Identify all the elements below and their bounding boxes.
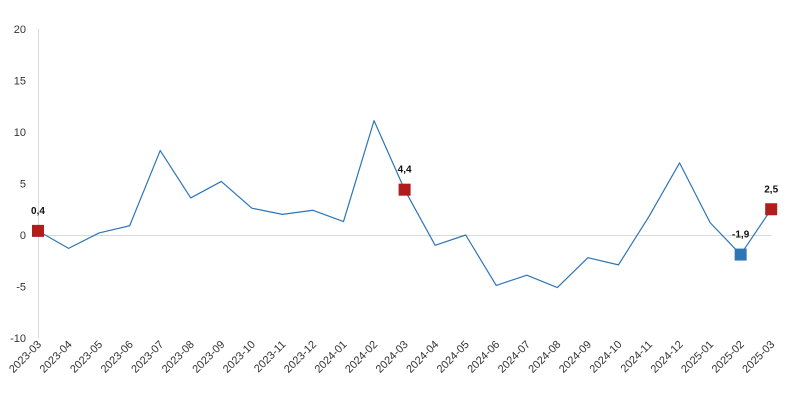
y-axis: -10 -5 0 5 10 15 20 (10, 24, 39, 345)
y-tick-label: 20 (14, 24, 26, 36)
x-tick-label: 2024-09 (557, 339, 594, 376)
highlight-marker (734, 248, 747, 261)
data-point (587, 257, 589, 259)
x-tick-label: 2024-11 (619, 339, 655, 375)
x-tick-label: 2025-02 (710, 339, 747, 376)
data-point (373, 120, 375, 122)
x-tick-label: 2024-12 (649, 339, 686, 376)
x-axis-tick-labels: 2023-032023-042023-052023-062023-072023-… (7, 339, 777, 376)
highlight-marker (765, 203, 778, 216)
data-point (190, 197, 192, 199)
data-point (495, 284, 497, 286)
y-tick-label: 10 (14, 127, 26, 139)
highlight-markers: 0,4 4,4 -1,9 2,5 (31, 165, 779, 261)
data-point (129, 225, 131, 227)
data-point (709, 222, 711, 224)
data-point (434, 244, 436, 246)
data-label: 0,4 (31, 206, 45, 217)
x-tick-label: 2023-10 (221, 339, 258, 376)
y-tick-label: 0 (20, 230, 26, 242)
y-tick-label: 15 (14, 76, 26, 88)
x-tick-label: 2023-11 (252, 339, 288, 375)
series-layer (37, 120, 772, 289)
x-tick-label: 2025-01 (679, 339, 716, 376)
data-point (343, 221, 345, 223)
x-tick-label: 2024-10 (588, 339, 625, 376)
data-point (159, 150, 161, 152)
x-tick-label: 2023-09 (190, 339, 227, 376)
x-tick-label: 2023-08 (160, 339, 197, 376)
data-point (312, 209, 314, 211)
y-tick-label: -10 (10, 333, 26, 345)
y-tick-label: -5 (16, 282, 26, 294)
data-point (68, 247, 70, 249)
data-point (617, 264, 619, 266)
data-label: 2,5 (764, 184, 778, 195)
x-tick-label: 2023-05 (68, 339, 105, 376)
highlight-marker (398, 183, 411, 196)
data-point (679, 162, 681, 164)
x-tick-label: 2023-07 (129, 339, 166, 376)
x-tick-label: 2024-04 (404, 339, 441, 376)
data-point (98, 232, 100, 234)
y-tick-label: 5 (20, 179, 26, 191)
data-label: -1,9 (732, 230, 750, 241)
x-tick-label: 2024-06 (465, 339, 502, 376)
x-tick-label: 2024-08 (526, 339, 563, 376)
x-tick-label: 2023-12 (282, 339, 319, 376)
data-point (526, 274, 528, 276)
data-point (648, 215, 650, 217)
x-tick-label: 2023-04 (38, 339, 75, 376)
x-tick-label: 2024-01 (313, 339, 350, 376)
data-point (281, 213, 283, 215)
x-tick-label: 2024-07 (496, 339, 533, 376)
x-tick-label: 2024-05 (435, 339, 472, 376)
data-point (251, 207, 253, 209)
data-point (220, 180, 222, 182)
data-point (465, 234, 467, 236)
x-tick-label: 2024-02 (343, 339, 380, 376)
data-point (556, 287, 558, 289)
x-tick-label: 2025-03 (740, 339, 777, 376)
highlight-marker (32, 224, 44, 237)
series-line (37, 120, 772, 289)
data-label: 4,4 (398, 165, 412, 176)
x-tick-label: 2024-03 (374, 339, 411, 376)
x-tick-label: 2023-06 (99, 339, 136, 376)
